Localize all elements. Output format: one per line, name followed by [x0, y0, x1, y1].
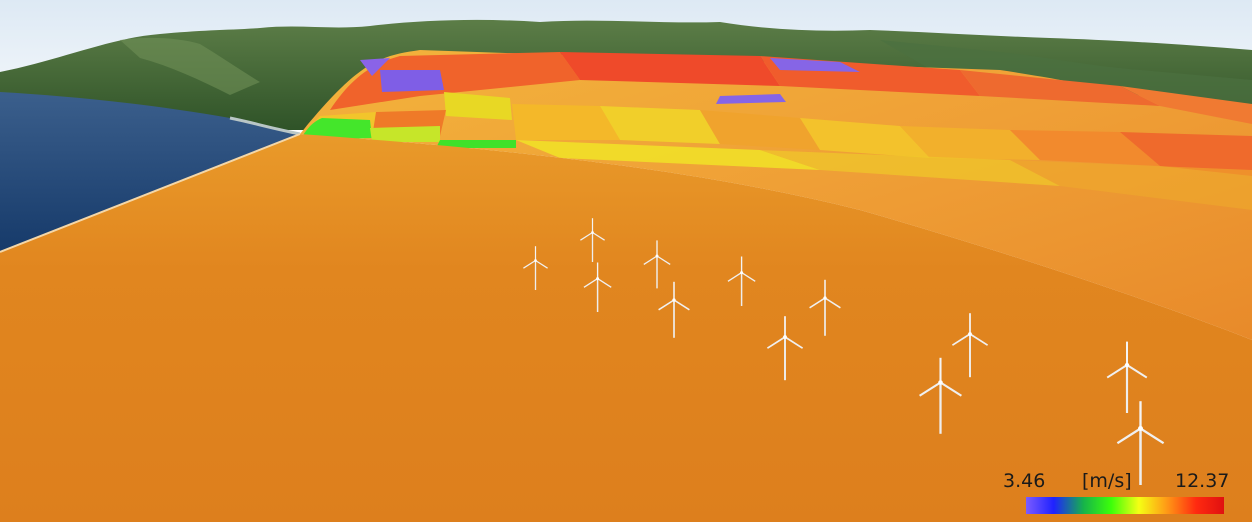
wind-turbine-icon [576, 216, 609, 263]
wind-turbine-icon [579, 260, 616, 312]
color-legend: 3.46 [m/s] 12.37 [1000, 468, 1240, 516]
wind-turbine-icon [1100, 338, 1154, 414]
wind-turbine-icon [912, 354, 969, 434]
wind-turbine-icon [653, 279, 695, 339]
wind-turbine-icon [946, 310, 994, 378]
sea [0, 92, 300, 252]
legend-color-bar [1026, 497, 1224, 514]
wind-turbine-icon [519, 244, 552, 291]
legend-unit-label: [m/s] [1082, 470, 1132, 492]
wind-turbine-icon [639, 238, 675, 289]
legend-min-label: 3.46 [1003, 470, 1046, 492]
wind-turbine-icon [761, 313, 809, 381]
legend-max-label: 12.37 [1175, 470, 1230, 492]
wind-turbine-icon [1109, 397, 1172, 486]
wind-turbine-icon [804, 277, 846, 337]
wind-turbine-icon [723, 254, 760, 306]
